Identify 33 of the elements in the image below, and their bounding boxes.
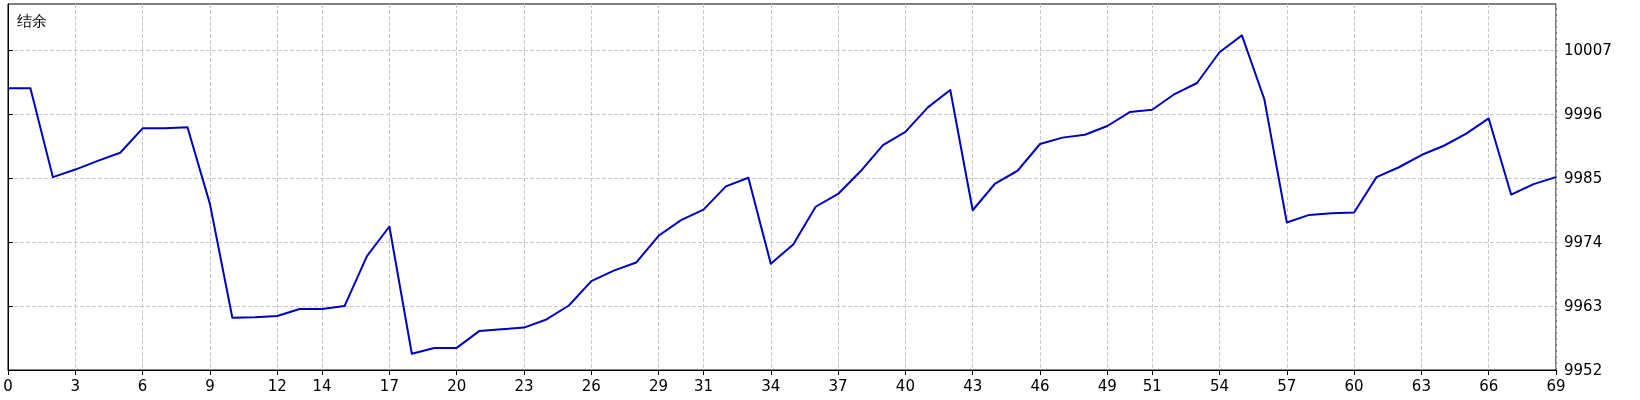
x-tick-label: 26 [581, 376, 601, 395]
y-tick-label: 9985 [1564, 169, 1603, 188]
x-tick-label: 69 [1546, 376, 1566, 395]
line-series [7, 34, 1557, 355]
y-tick-label: 9996 [1564, 105, 1603, 124]
y-tick-label: 9974 [1564, 233, 1603, 252]
x-tick-label: 51 [1142, 376, 1162, 395]
x-tick-label: 66 [1479, 376, 1499, 395]
x-tick-label: 29 [649, 376, 669, 395]
x-tick-label: 17 [379, 376, 399, 395]
x-tick-label: 46 [1030, 376, 1050, 395]
x-tick-label: 12 [267, 376, 287, 395]
text: 结余 [17, 11, 47, 30]
y-tick-label: 9952 [1564, 361, 1603, 379]
x-tick-label: 57 [1277, 376, 1297, 395]
x-tick-label: 6 [137, 376, 148, 395]
x-tick-label: 60 [1344, 376, 1364, 395]
y-tick-label: 10007 [1564, 41, 1612, 60]
x-tick-label: 37 [828, 376, 848, 395]
x-tick-label: 14 [312, 376, 332, 395]
x-tick-label: 20 [447, 376, 467, 395]
x-tick-label: 54 [1209, 376, 1230, 395]
x-tick-label: 0 [3, 376, 13, 395]
x-tick-label: 9 [205, 376, 215, 395]
x-tick-label: 49 [1097, 376, 1117, 395]
x-tick-label: 3 [70, 376, 81, 395]
y-tick-label: 9963 [1564, 297, 1603, 316]
x-tick-label: 31 [693, 376, 714, 395]
x-tick-label: 34 [761, 376, 781, 395]
x-tick-label: 40 [895, 376, 915, 395]
x-tick-label: 23 [514, 376, 534, 395]
x-tick-label: 43 [963, 376, 983, 395]
x-tick-label: 63 [1411, 376, 1431, 395]
